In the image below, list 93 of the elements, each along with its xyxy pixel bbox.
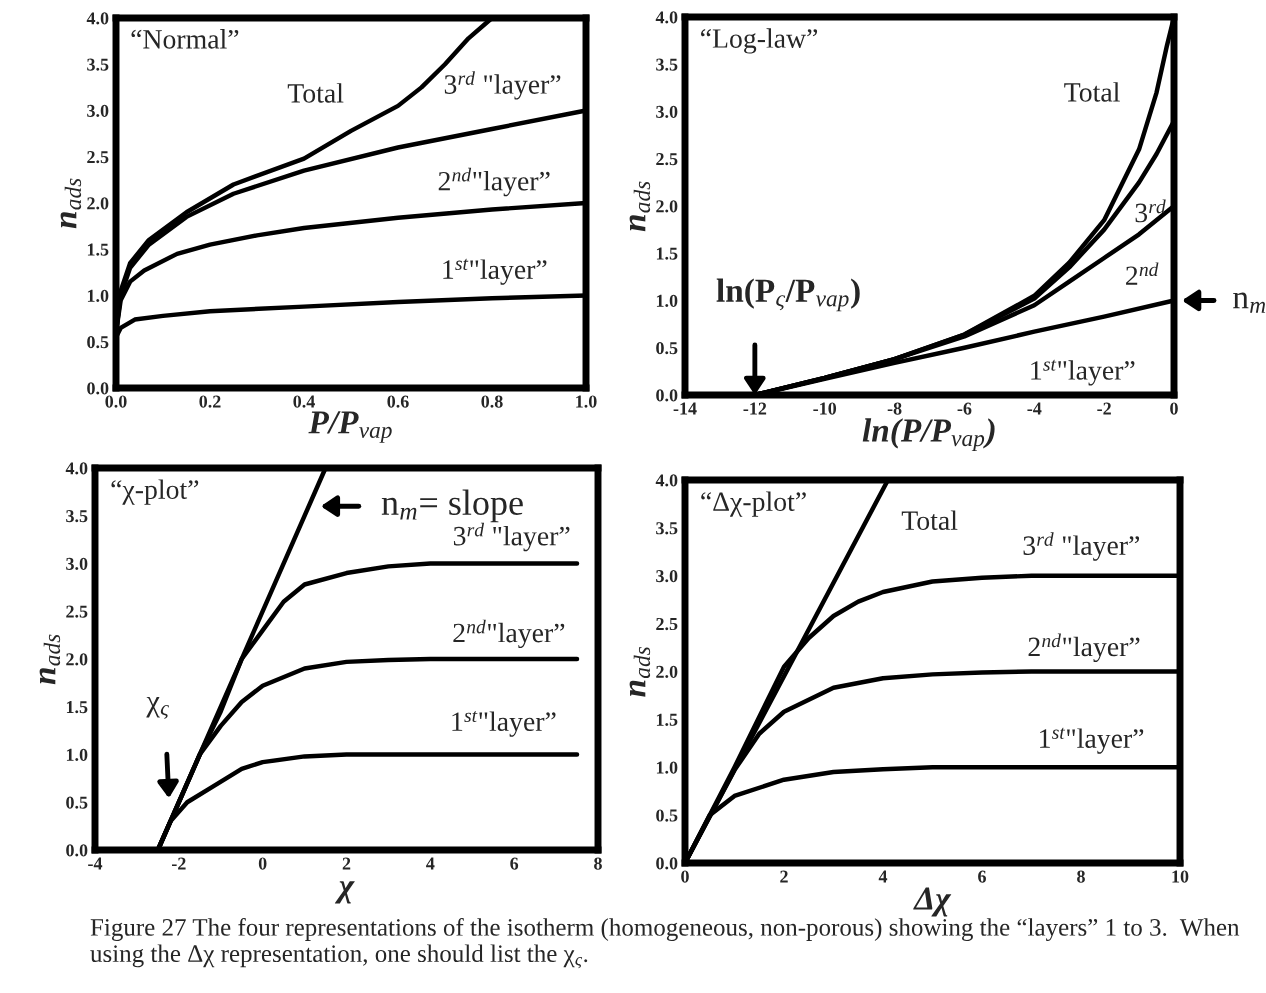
y-tick-label: 0.5 (656, 342, 678, 355)
y-tick-label: 0.5 (66, 796, 88, 809)
x-tick-label: -6 (957, 402, 972, 415)
x-tick-label: 4 (426, 857, 435, 870)
y-axis-title: n$_{ads}$ (39, 634, 61, 685)
series-label: 2$^{nd}$ (1126, 262, 1159, 285)
x-axis-title: Δχ (913, 887, 952, 917)
x-axis-title: χ (334, 881, 355, 904)
series-label: Total (1064, 82, 1120, 102)
series-label: 2$^{nd}$"layer” (1028, 633, 1140, 662)
y-tick-label: 2.0 (87, 197, 109, 210)
series-label: 1$^{st}$"layer” (1031, 359, 1135, 386)
x-tick-label: 6 (978, 870, 986, 883)
y-tick-label: 1.0 (656, 294, 678, 308)
y-tick-label: 3.0 (87, 104, 109, 118)
series-label: 1$^{st}$"layer” (443, 258, 547, 285)
chart-title: “χ-plot” (111, 479, 199, 505)
y-tick-label: 4.0 (65, 462, 88, 475)
annotation: χ$_{ς}$ (146, 696, 169, 719)
x-tick-label: -12 (743, 402, 767, 415)
y-tick-label: 1.5 (656, 713, 678, 726)
series-label: Total (287, 83, 344, 103)
chart-title: “Log-law” (701, 28, 818, 54)
y-tick-label: 1.5 (87, 243, 109, 256)
x-tick-label: 0.8 (481, 395, 503, 408)
x-tick-label: -14 (673, 402, 697, 415)
y-tick-label: 1.0 (656, 761, 678, 774)
chart-title: “Normal” (131, 29, 239, 49)
x-tick-label: 0 (1170, 402, 1178, 415)
y-tick-label: 3.0 (66, 557, 88, 571)
y-tick-label: 1.5 (656, 247, 678, 260)
y-tick-label: 2.5 (66, 605, 88, 618)
y-tick-label: 4.0 (86, 12, 109, 25)
x-tick-label: 4 (878, 870, 888, 883)
x-tick-label: 2 (342, 857, 351, 870)
series-label: 3$^{rd}$ "layer” (1023, 532, 1140, 561)
y-tick-label: 0.0 (66, 844, 88, 857)
y-tick-label: 4.0 (655, 11, 678, 24)
annotation: n$_{m}$= slope (381, 489, 523, 523)
x-tick-label: -2 (171, 857, 186, 870)
x-tick-label: 0 (681, 870, 689, 883)
x-tick-label: -8 (887, 402, 902, 415)
y-tick-label: 1.5 (66, 701, 88, 714)
annotation: ln(P$_{ς}$/P$_{vap}$) (716, 278, 860, 312)
series-label: 3$^{rd}$ "layer” (453, 522, 570, 552)
x-tick-label: 0 (258, 857, 267, 870)
y-tick-label: 1.0 (87, 289, 109, 303)
y-tick-label: 0.0 (87, 382, 109, 395)
series-label: 3$^{rd}$ "layer” (444, 71, 561, 100)
y-tick-label: 1.0 (66, 748, 88, 762)
x-tick-label: 8 (594, 857, 602, 870)
series-label: Total (901, 510, 958, 531)
series-label: 2$^{nd}$"layer” (438, 167, 550, 197)
x-tick-label: 2 (780, 870, 788, 883)
x-tick-label: -4 (1027, 402, 1042, 415)
x-tick-label: 8 (1077, 870, 1085, 883)
x-tick-label: -4 (88, 857, 103, 870)
x-tick-label: 0.4 (293, 395, 315, 408)
y-tick-label: 3.5 (656, 522, 678, 535)
x-tick-label: -10 (813, 402, 837, 415)
y-axis-title: n$_{ads}$ (629, 646, 651, 697)
x-tick-label: 0.0 (105, 395, 127, 408)
x-tick-label: 1.0 (576, 395, 597, 408)
y-tick-label: 0.5 (656, 809, 678, 822)
annotation: n$_{m}$ (1233, 292, 1266, 313)
y-tick-label: 2.5 (87, 151, 109, 164)
y-tick-label: 2.5 (656, 617, 678, 631)
x-tick-label: 6 (510, 857, 519, 870)
y-tick-label: 3.0 (656, 105, 678, 119)
y-tick-label: 2.0 (656, 200, 678, 213)
series-label: 3$^{rd}$ (1135, 199, 1166, 223)
y-tick-label: 3.0 (656, 570, 678, 583)
caption: Figure 27 The four representations of the isotherm (homogeneous, non-porous) showing the “layers” 1 to 3. When using the Δχ representation, one should list the χ$_{ς}$. (90, 918, 1240, 969)
y-tick-label: 3.5 (656, 58, 678, 71)
y-tick-label: 2.0 (656, 665, 678, 679)
x-tick-label: 0.2 (199, 395, 221, 408)
series-label: 1$^{st}$"layer” (1040, 727, 1144, 754)
y-axis-title: n$_{ads}$ (629, 181, 651, 232)
series-label: 2$^{nd}$"layer” (453, 619, 565, 649)
y-tick-label: 4.0 (655, 474, 678, 487)
y-tick-label: 0.5 (87, 336, 109, 349)
y-axis-title: n$_{ads}$ (60, 178, 82, 229)
x-tick-label: 0.6 (387, 395, 409, 408)
chart-title: “Δχ-plot” (701, 491, 806, 517)
y-tick-label: 3.5 (87, 58, 109, 71)
x-axis-title: P/P$_{vap}$ (308, 411, 392, 443)
x-tick-label: -2 (1097, 402, 1111, 415)
x-tick-label: 10 (1172, 870, 1189, 883)
y-tick-label: 2.5 (656, 153, 678, 166)
x-axis-title: ln(P/P$_{vap}$) (862, 418, 995, 452)
y-tick-label: 3.5 (66, 510, 88, 523)
y-tick-label: 2.0 (66, 653, 88, 666)
series-label: 1$^{st}$"layer” (452, 710, 556, 737)
